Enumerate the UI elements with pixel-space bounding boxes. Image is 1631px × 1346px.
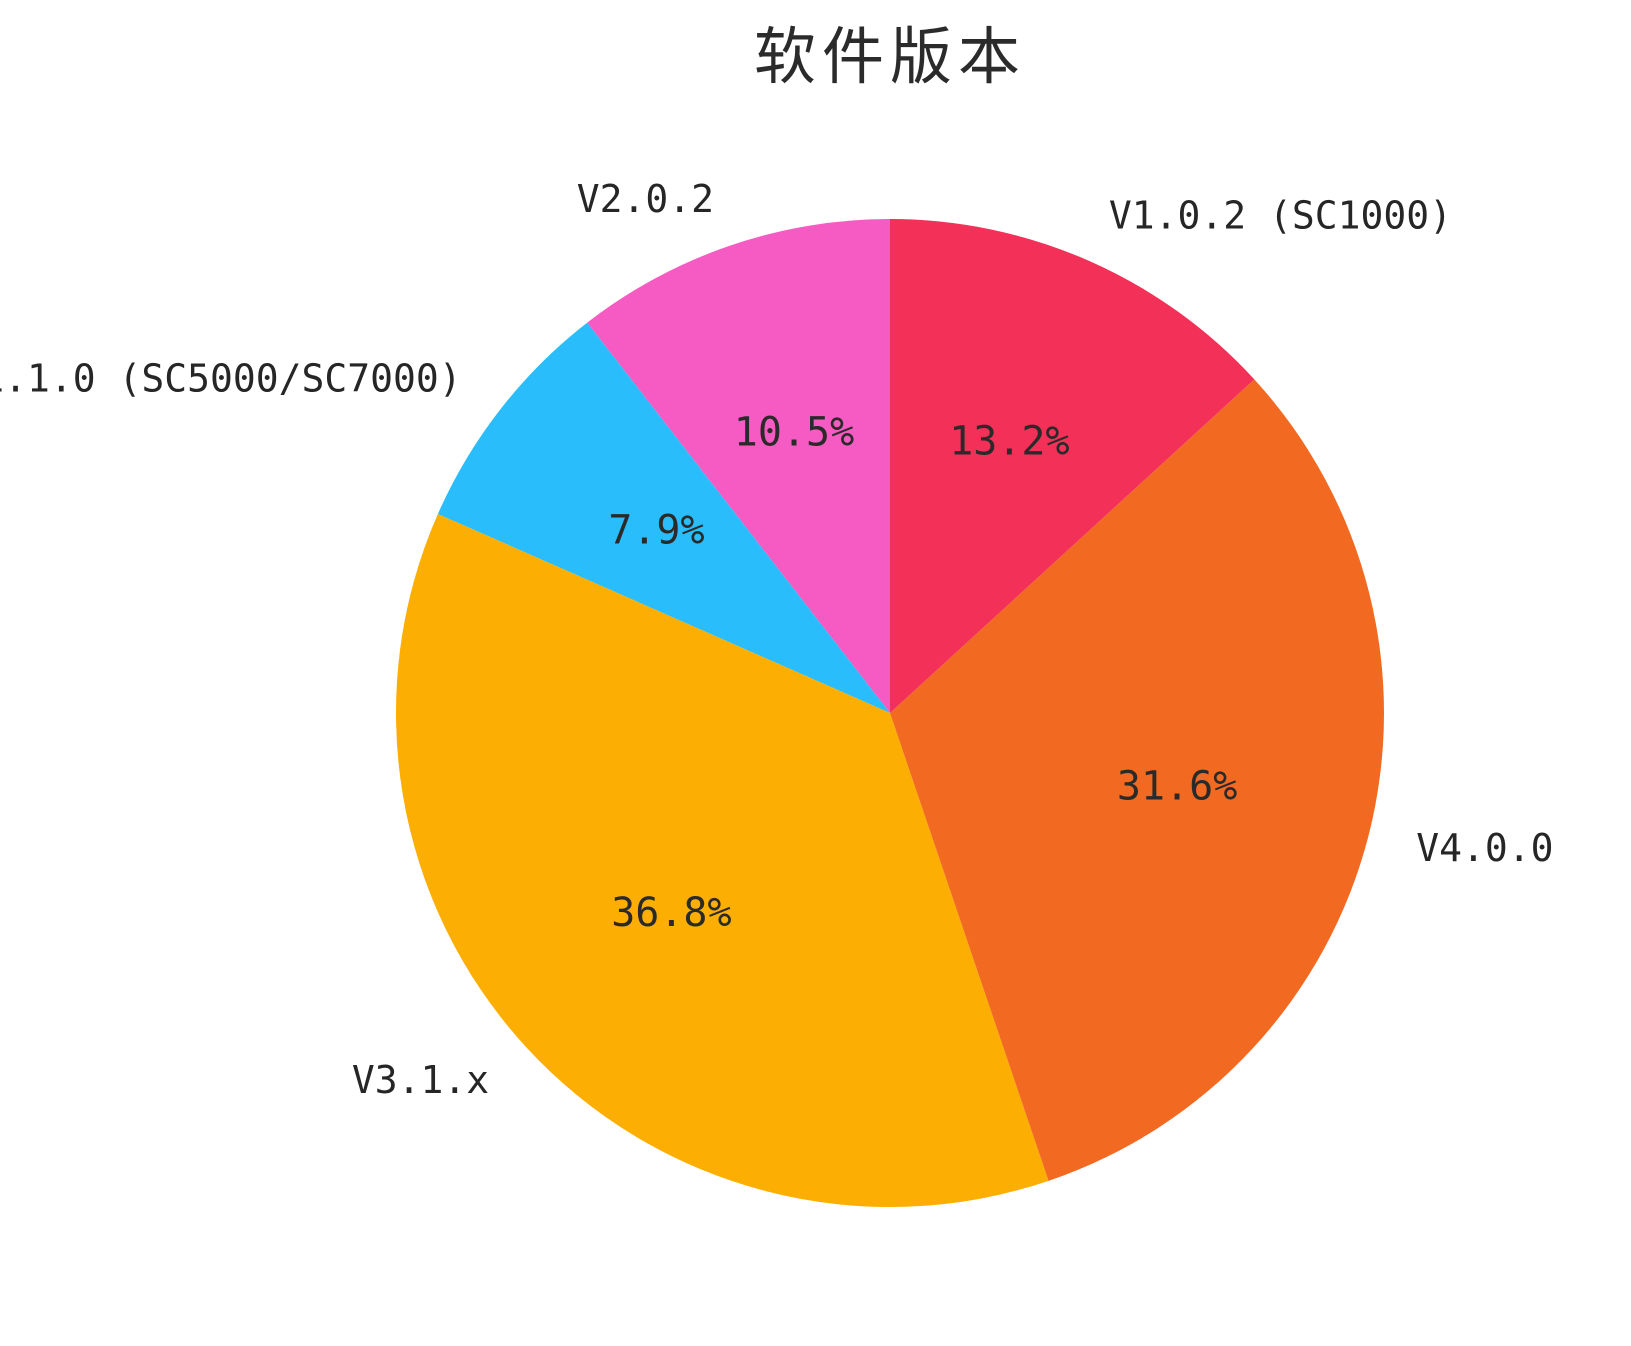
pie-slices (395, 218, 1384, 1208)
percent-label-v3-1-x: 36.8% (611, 890, 731, 936)
category-label-v1-1-0-sc5000-sc7000: V1.1.0 (SC5000/SC7000) (0, 357, 462, 401)
chart-title: 软件版本 (754, 20, 1026, 93)
pie-slice-v1-1-0-sc5000-sc7000 (437, 322, 890, 713)
category-labels: V2.0.2 V1.1.0 (SC5000/SC7000) V3.1.x V4.0.0… (0, 177, 1554, 1102)
percent-label-v2-0-2: 10.5% (734, 410, 854, 456)
category-label-v3-1-x: V3.1.x (352, 1058, 489, 1102)
pie-slice-v3-1-x (395, 513, 1049, 1208)
percent-label-v1-1-0-sc5000-sc7000: 7.9% (608, 508, 704, 554)
category-label-v4-0-0: V4.0.0 (1416, 826, 1553, 870)
category-label-v2-0-2: V2.0.2 (577, 177, 714, 221)
pie-slice-v4-0-0 (890, 379, 1384, 1181)
pie-slice-v1-0-2-sc1000 (890, 218, 1255, 713)
pie-slice-v2-0-2 (587, 219, 890, 713)
percent-labels: 10.5% 7.9% 36.8% 31.6% 13.2% (608, 410, 1237, 937)
category-label-v1-0-2-sc1000: V1.0.2 (SC1000) (1109, 194, 1452, 238)
percent-label-v4-0-0: 31.6% (1117, 764, 1237, 810)
percent-label-v1-0-2-sc1000: 13.2% (949, 419, 1069, 465)
